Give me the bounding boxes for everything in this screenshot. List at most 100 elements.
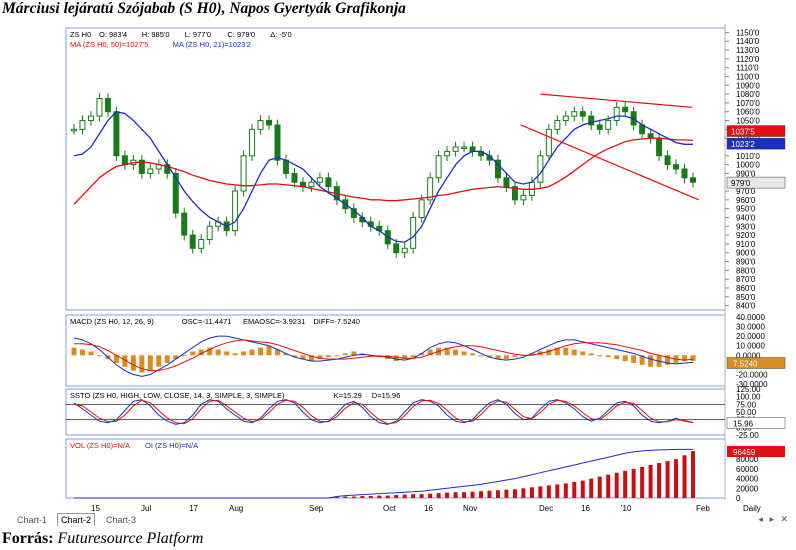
macd-histogram-bar xyxy=(96,355,102,357)
price-tick-label: 1110'0 xyxy=(736,64,759,73)
price-legend-item: O: 983'4 xyxy=(99,30,127,39)
volume-bar xyxy=(657,463,662,498)
x-axis-label: 17 xyxy=(189,504,198,513)
macd-histogram-bar xyxy=(164,355,170,363)
volume-bar xyxy=(368,496,373,498)
candle-body xyxy=(266,120,273,126)
candle-body xyxy=(410,216,417,249)
volume-bar xyxy=(572,481,577,498)
tab-chart-1[interactable]: Chart-1 xyxy=(17,515,48,525)
stoch-legend-item: K=15.29 xyxy=(334,391,362,400)
oi-tick-label: 60000 xyxy=(736,465,759,474)
price-tick-label: 930'0 xyxy=(736,222,756,231)
x-axis-label: Feb xyxy=(696,504,710,513)
candle-body xyxy=(71,128,77,132)
ma21-line xyxy=(73,110,693,243)
candle-body xyxy=(656,137,663,157)
macd-histogram-bar xyxy=(453,349,459,356)
macd-histogram-bar xyxy=(275,349,281,356)
candle-body xyxy=(198,239,205,249)
macd-histogram-bar xyxy=(682,355,688,362)
volume-bar xyxy=(453,492,458,498)
candle-body xyxy=(469,146,476,152)
x-axis-label: Sep xyxy=(309,504,324,513)
tab-navigation[interactable]: ◂ ▸ ✕ xyxy=(758,514,790,524)
candle-body xyxy=(113,111,120,157)
macd-histogram-bar xyxy=(546,349,552,356)
source-line: Forrás: Futuresource Platform xyxy=(2,530,203,548)
macd-tick-label: 20.0000 xyxy=(736,332,765,341)
candle-body xyxy=(435,155,442,179)
price-tick-label: 940'0 xyxy=(736,213,756,222)
candle-body xyxy=(181,212,188,236)
volume-bar xyxy=(580,480,585,498)
macd-histogram-bar xyxy=(215,349,221,356)
candle-body xyxy=(562,115,569,122)
macd-legend-item: EMAOSC=-3.9231 xyxy=(243,317,305,326)
stoch-tick-label: -25.00 xyxy=(736,431,759,440)
stoch-legend-item: SSTO (ZS H0, HIGH, LOW, CLOSE, 14, 3, SI… xyxy=(70,391,285,400)
stoch-tick-label: 125.00 xyxy=(736,385,761,394)
candle-body xyxy=(605,120,612,130)
ma21-value-box: 1023'2 xyxy=(731,140,755,149)
macd-histogram-bar xyxy=(512,355,518,358)
x-axis-label: 16 xyxy=(581,504,590,513)
macd-histogram-bar xyxy=(173,355,179,360)
macd-histogram-bar xyxy=(563,347,569,356)
volume-bar xyxy=(538,486,543,498)
macd-legend-item: OSC=-11.4471 xyxy=(182,317,232,326)
price-tick-label: 1060'0 xyxy=(736,108,760,117)
volume-bar xyxy=(360,496,365,498)
candle-body xyxy=(596,124,603,130)
macd-value-box: 7.5240 xyxy=(733,359,758,368)
macd-histogram-bar xyxy=(588,353,594,356)
x-axis-label: Aug xyxy=(229,504,243,513)
macd-histogram-bar xyxy=(580,351,586,356)
macd-histogram-bar xyxy=(639,355,645,365)
price-tick-label: 1070'0 xyxy=(736,99,760,108)
macd-histogram-bar xyxy=(198,349,204,356)
x-axis-label: Oct xyxy=(383,504,396,513)
price-tick-label: 890'0 xyxy=(736,258,756,267)
candle-body xyxy=(622,106,629,113)
macd-histogram-bar xyxy=(478,355,484,357)
macd-histogram-bar xyxy=(554,347,560,356)
macd-histogram-bar xyxy=(308,355,314,362)
ma-legend-item: MA (ZS H0, 21)=1023'2 xyxy=(173,40,251,49)
macd-histogram-bar xyxy=(232,353,238,356)
macd-histogram-bar xyxy=(325,355,331,358)
price-tick-label: 950'0 xyxy=(736,205,756,214)
tab-chart-2[interactable]: Chart-2 xyxy=(57,513,96,526)
volume-bar xyxy=(495,490,500,498)
price-tick-label: 1050'0 xyxy=(736,117,760,126)
oi-tick-label: 80000 xyxy=(736,455,759,464)
volume-bar xyxy=(479,491,484,498)
macd-histogram-bar xyxy=(605,355,611,358)
macd-histogram-bar xyxy=(113,355,119,363)
macd-histogram-bar xyxy=(241,351,247,356)
volume-bar xyxy=(589,478,594,498)
candle-body xyxy=(690,177,696,183)
macd-histogram-bar xyxy=(503,355,509,360)
volume-bar xyxy=(428,493,433,498)
oi-right-box-bg xyxy=(727,446,785,457)
price-tick-label: 1000'0 xyxy=(736,161,760,170)
price-tick-label: 880'0 xyxy=(736,266,756,275)
price-tick-label: 1140'0 xyxy=(736,37,760,46)
macd-histogram-bar xyxy=(597,355,603,357)
candle-body xyxy=(79,120,86,130)
price-tick-label: 910'0 xyxy=(736,240,756,249)
macd-histogram-bar xyxy=(571,349,577,356)
oi-tick-label: 40000 xyxy=(736,475,759,484)
volume-bar xyxy=(487,490,492,498)
candle-body xyxy=(121,155,128,166)
macd-legend-item: DIFF=-7.5240 xyxy=(313,317,359,326)
price-tick-label: 900'0 xyxy=(736,249,756,258)
price-tick-label: 1150'0 xyxy=(736,28,760,37)
ma50-value-box: 1037'5 xyxy=(731,128,755,137)
volume-bar xyxy=(521,488,526,498)
tab-chart-3[interactable]: Chart-3 xyxy=(106,515,137,525)
candle-body xyxy=(274,124,281,161)
macd-histogram-bar xyxy=(266,345,272,356)
volume-bar xyxy=(377,495,382,498)
